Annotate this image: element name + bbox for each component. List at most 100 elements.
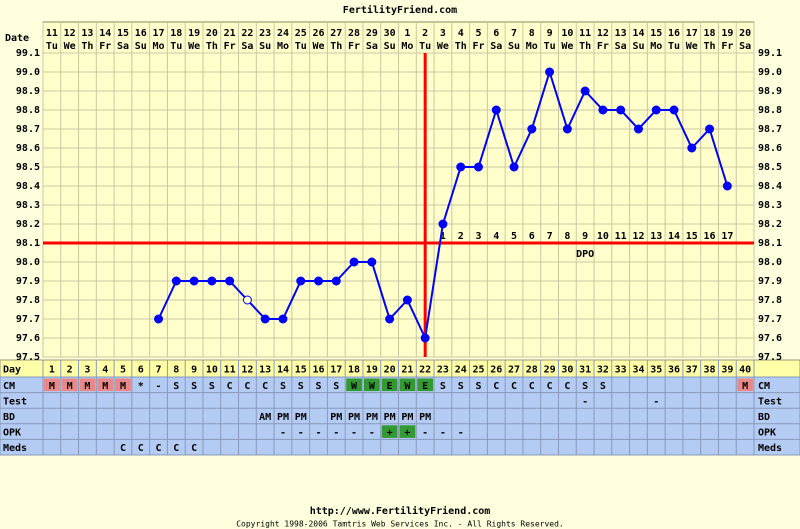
y-tick-label: 98.0 bbox=[16, 257, 40, 268]
cell-value: PM bbox=[401, 412, 413, 423]
cell-value: - bbox=[653, 396, 659, 407]
temperature-point bbox=[491, 105, 501, 115]
temperature-point bbox=[473, 162, 483, 172]
date-label: 9 bbox=[547, 28, 553, 39]
date-label: 10 bbox=[561, 28, 573, 39]
chart-title: FertilityFriend.com bbox=[343, 4, 457, 16]
dpo-number: 3 bbox=[475, 231, 481, 242]
cycle-day-label: 24 bbox=[455, 365, 467, 376]
dpo-number: 1 bbox=[440, 231, 446, 242]
y-tick-label-right: 98.0 bbox=[758, 257, 782, 268]
weekday-label: Su bbox=[135, 41, 147, 52]
cell-value: M bbox=[84, 381, 90, 392]
date-label: 12 bbox=[64, 28, 76, 39]
y-tick-label-right: 98.3 bbox=[758, 200, 782, 211]
cell-value: C bbox=[138, 443, 144, 454]
cell-highlight bbox=[399, 425, 416, 438]
temperature-point bbox=[260, 314, 270, 324]
weekday-label: Mo bbox=[277, 41, 289, 52]
cell-value: - bbox=[422, 428, 428, 439]
date-label: 6 bbox=[493, 28, 499, 39]
weekday-label: Fr bbox=[721, 41, 733, 52]
y-tick-label: 98.4 bbox=[16, 181, 40, 192]
dpo-number: 10 bbox=[597, 231, 609, 242]
weekday-label: Tu bbox=[170, 41, 182, 52]
temperature-point bbox=[545, 67, 555, 77]
cycle-day-label: 2 bbox=[67, 365, 73, 376]
temperature-point bbox=[189, 276, 199, 286]
weekday-label: Mo bbox=[650, 41, 662, 52]
y-tick-label: 97.6 bbox=[16, 333, 40, 344]
cycle-day-label: 21 bbox=[401, 365, 413, 376]
cell-highlight bbox=[381, 378, 398, 392]
dpo-number: 13 bbox=[650, 231, 662, 242]
temperature-point bbox=[420, 333, 430, 343]
cell-value: W bbox=[369, 381, 376, 392]
date-label: 11 bbox=[579, 28, 591, 39]
y-tick-label-right: 98.9 bbox=[758, 86, 782, 97]
row-label-right: CM bbox=[758, 381, 770, 392]
weekday-label: Mo bbox=[153, 41, 165, 52]
weekday-label: We bbox=[188, 41, 200, 52]
date-label: 4 bbox=[458, 28, 464, 39]
cell-value: - bbox=[298, 428, 304, 439]
cell-value: S bbox=[173, 381, 179, 392]
cell-value: C bbox=[511, 381, 517, 392]
cycle-day-label: 22 bbox=[419, 365, 431, 376]
cell-value: E bbox=[387, 381, 393, 392]
cell-value: S bbox=[582, 381, 588, 392]
dpo-number: 15 bbox=[686, 231, 698, 242]
cell-value: PM bbox=[277, 412, 289, 423]
cycle-day-label: 27 bbox=[508, 365, 520, 376]
weekday-label: Tu bbox=[544, 41, 556, 52]
row-label: Test bbox=[3, 396, 27, 407]
cell-value: W bbox=[404, 381, 411, 392]
row-label: CM bbox=[3, 381, 15, 392]
weekday-label: Sa bbox=[615, 41, 627, 52]
cell-value: S bbox=[191, 381, 197, 392]
cycle-day-label: 4 bbox=[102, 365, 108, 376]
dpo-number: 16 bbox=[704, 231, 716, 242]
date-label: 7 bbox=[511, 28, 517, 39]
row-label: BD bbox=[3, 412, 15, 423]
cell-value: PM bbox=[295, 412, 307, 423]
cell-value: PM bbox=[348, 412, 360, 423]
dpo-number: 17 bbox=[721, 231, 733, 242]
weekday-label: Fr bbox=[99, 41, 111, 52]
temperature-point bbox=[616, 105, 626, 115]
temperature-point bbox=[349, 257, 359, 267]
cell-value: M bbox=[102, 381, 108, 392]
date-label: 22 bbox=[241, 28, 253, 39]
cycle-day-label: 8 bbox=[173, 365, 179, 376]
cell-value: + bbox=[404, 428, 410, 439]
temperature-point bbox=[722, 181, 732, 191]
y-tick-label-right: 97.9 bbox=[758, 276, 782, 287]
cycle-day-label: 38 bbox=[704, 365, 716, 376]
cycle-day-label: 12 bbox=[241, 365, 253, 376]
row-label-right: BD bbox=[758, 412, 770, 423]
dpo-number: 5 bbox=[511, 231, 517, 242]
weekday-label: Fr bbox=[224, 41, 236, 52]
cell-value: M bbox=[67, 381, 73, 392]
weekday-label: We bbox=[312, 41, 324, 52]
y-tick-label: 97.7 bbox=[16, 314, 40, 325]
cell-value: PM bbox=[419, 412, 431, 423]
cycle-day-label: 10 bbox=[206, 365, 218, 376]
dpo-number: 6 bbox=[529, 231, 535, 242]
footer-url: http://www.FertilityFriend.com bbox=[310, 505, 491, 517]
cell-highlight bbox=[44, 378, 60, 392]
cell-value: - bbox=[582, 396, 588, 407]
date-label: 25 bbox=[295, 28, 307, 39]
weekday-label: We bbox=[437, 41, 449, 52]
dpo-number: 14 bbox=[668, 231, 680, 242]
date-label: 18 bbox=[170, 28, 182, 39]
dpo-number: 12 bbox=[632, 231, 644, 242]
y-tick-label-right: 98.5 bbox=[758, 162, 782, 173]
dpo-number: 7 bbox=[547, 231, 553, 242]
date-label: 23 bbox=[259, 28, 271, 39]
weekday-label: Fr bbox=[597, 41, 609, 52]
cycle-day-label: 29 bbox=[544, 365, 556, 376]
cell-value: - bbox=[458, 428, 464, 439]
cycle-day-label: 15 bbox=[295, 365, 307, 376]
